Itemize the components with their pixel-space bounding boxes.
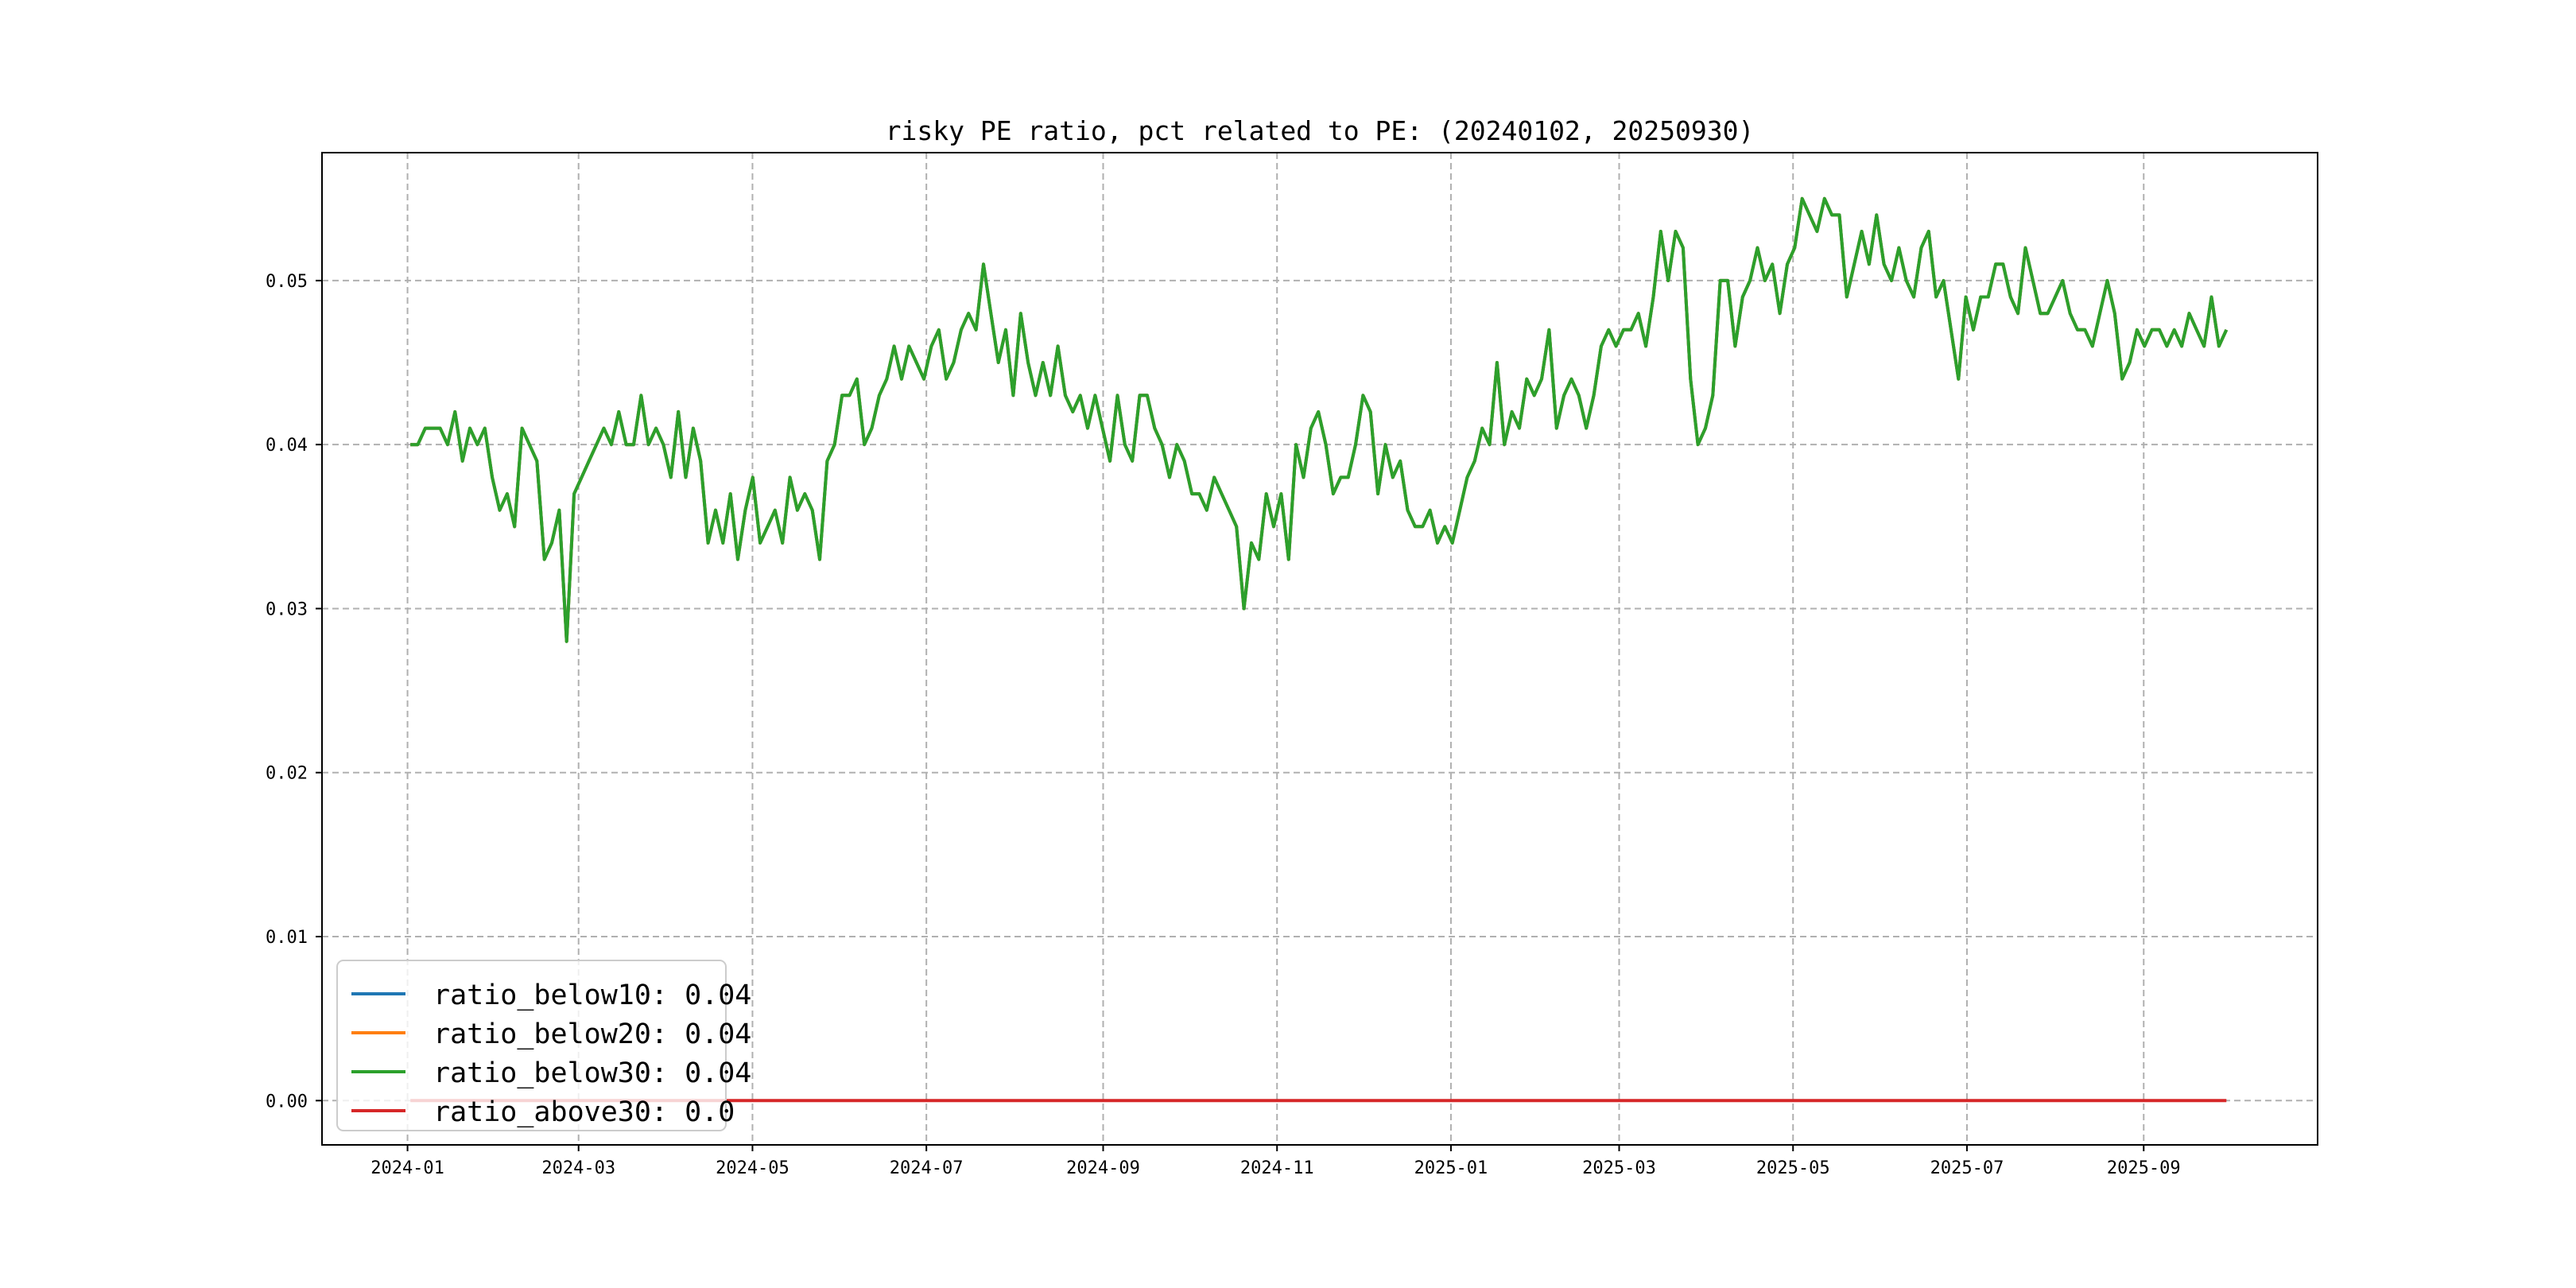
x-tick-label: 2024-11: [1240, 1158, 1314, 1178]
x-tick-label: 2024-05: [716, 1158, 789, 1178]
legend-label-ratio_below30: ratio_below30: 0.04: [433, 1057, 751, 1089]
x-tick-label: 2025-03: [1582, 1158, 1656, 1178]
y-tick-label: 0.03: [266, 599, 308, 619]
y-axis: 0.00 0.01 0.02 0.03 0.04 0.05: [266, 272, 322, 1111]
y-tick-label: 0.04: [266, 436, 308, 456]
x-tick-label: 2024-09: [1066, 1158, 1140, 1178]
series-line-ratio_below10: [410, 196, 2229, 643]
x-tick-label: 2025-01: [1414, 1158, 1488, 1178]
series-line-ratio_below30: [410, 196, 2229, 643]
x-tick-label: 2025-09: [2107, 1158, 2181, 1178]
y-tick-label: 0.02: [266, 764, 308, 784]
x-tick-label: 2024-07: [890, 1158, 964, 1178]
chart-title: risky PE ratio, pct related to PE: (2024…: [886, 115, 1755, 146]
x-axis: 2024-01 2024-03 2024-05 2024-07 2024-09 2024-…: [370, 1145, 2181, 1178]
y-tick-label: 0.05: [266, 272, 308, 292]
legend-label-ratio_below20: ratio_below20: 0.04: [433, 1018, 751, 1050]
series-line-ratio_below20: [410, 196, 2229, 643]
y-tick-label: 0.01: [266, 928, 308, 948]
legend-label-ratio_below10: ratio_below10: 0.04: [433, 980, 751, 1011]
legend-box: [336, 960, 727, 1131]
legend-label-ratio_above30: ratio_above30: 0.0: [433, 1096, 735, 1128]
legend: ratio_below10: 0.04 ratio_below20: 0.04 ra…: [336, 960, 751, 1131]
x-tick-label: 2025-07: [1930, 1158, 2004, 1178]
y-tick-label: 0.00: [266, 1092, 308, 1111]
plot-frame: [321, 152, 2318, 1146]
x-tick-label: 2025-05: [1756, 1158, 1830, 1178]
x-tick-label: 2024-03: [541, 1158, 615, 1178]
x-tick-label: 2024-01: [370, 1158, 444, 1178]
